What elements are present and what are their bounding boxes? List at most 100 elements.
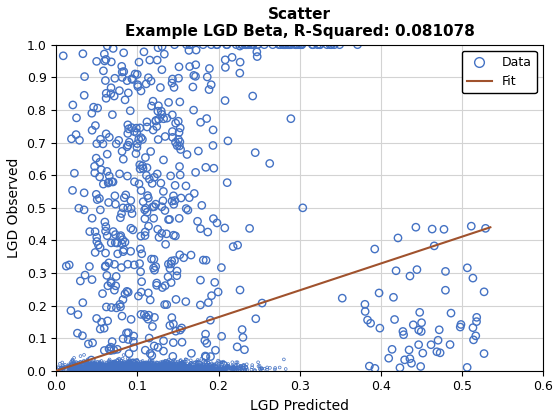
Point: [146, 360, 155, 367]
Point: [58, 364, 67, 370]
Point: [175, 364, 184, 370]
Point: [91, 367, 100, 373]
Point: [122, 363, 130, 370]
Point: [174, 367, 183, 374]
Point: [164, 359, 172, 366]
Point: [141, 366, 150, 373]
Point: [118, 365, 127, 372]
Point: [147, 366, 156, 373]
Point: [142, 366, 151, 373]
Point: [98, 364, 107, 371]
Point: [104, 364, 113, 371]
Point: [96, 363, 105, 370]
Point: [110, 367, 119, 373]
Point: [235, 363, 244, 370]
Point: [112, 363, 121, 370]
Point: [221, 64, 230, 71]
Point: [99, 368, 108, 374]
Point: [189, 363, 198, 370]
Point: [111, 365, 120, 371]
Point: [120, 366, 129, 373]
Point: [125, 363, 134, 370]
Point: [183, 366, 192, 373]
Point: [171, 365, 180, 371]
Point: [161, 364, 170, 371]
Point: [130, 366, 139, 373]
Point: [175, 365, 184, 371]
Point: [160, 367, 169, 374]
Point: [85, 361, 94, 368]
Point: [110, 365, 119, 372]
Point: [247, 366, 256, 373]
Point: [153, 45, 162, 51]
Point: [134, 363, 143, 370]
Point: [186, 360, 195, 367]
Point: [117, 367, 126, 373]
Point: [144, 365, 153, 371]
Point: [175, 362, 184, 369]
Point: [67, 136, 76, 142]
Point: [129, 365, 138, 372]
Point: [122, 365, 130, 371]
Point: [85, 364, 94, 371]
Point: [182, 365, 191, 371]
Point: [118, 362, 127, 368]
Point: [112, 365, 121, 372]
Point: [100, 366, 109, 373]
Point: [189, 365, 198, 372]
Point: [199, 363, 208, 370]
Point: [253, 41, 262, 48]
Point: [117, 363, 126, 370]
Point: [169, 367, 178, 374]
Point: [87, 368, 96, 374]
Point: [104, 364, 113, 370]
Point: [140, 364, 149, 371]
Point: [144, 362, 153, 369]
Point: [161, 360, 170, 367]
Point: [84, 365, 93, 372]
Point: [172, 360, 181, 367]
Point: [68, 358, 77, 365]
Point: [142, 81, 151, 87]
Point: [108, 363, 117, 370]
Point: [80, 368, 89, 374]
Point: [132, 361, 141, 368]
Point: [123, 365, 132, 372]
Point: [270, 365, 279, 371]
Point: [166, 365, 175, 371]
Point: [139, 363, 148, 370]
Point: [107, 364, 116, 371]
Point: [147, 362, 156, 368]
Point: [96, 244, 105, 251]
Point: [286, 41, 295, 48]
Point: [145, 364, 154, 371]
Point: [132, 365, 141, 372]
Point: [116, 362, 125, 369]
Point: [74, 365, 83, 372]
Point: [118, 367, 127, 374]
Point: [86, 363, 95, 370]
Point: [161, 364, 170, 371]
Point: [194, 365, 203, 372]
Point: [102, 367, 111, 374]
Point: [174, 366, 183, 373]
Point: [167, 367, 176, 374]
Point: [191, 365, 200, 372]
Point: [119, 366, 128, 373]
Point: [198, 363, 207, 370]
Point: [150, 364, 158, 371]
Point: [124, 365, 133, 372]
Point: [103, 364, 112, 370]
Point: [152, 366, 161, 373]
Point: [161, 366, 170, 373]
Point: [118, 236, 127, 243]
Point: [141, 154, 150, 161]
Point: [186, 362, 195, 369]
Point: [115, 356, 124, 363]
Point: [197, 355, 206, 362]
Point: [69, 365, 78, 372]
Point: [120, 365, 129, 371]
Point: [114, 366, 123, 373]
Point: [118, 360, 127, 366]
Point: [173, 365, 182, 372]
